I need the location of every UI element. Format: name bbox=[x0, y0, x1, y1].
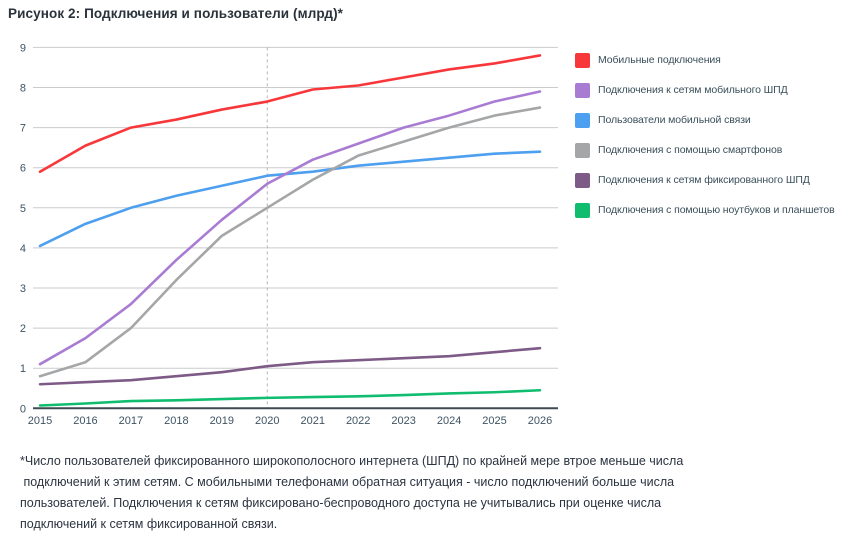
footnote: *Число пользователей фиксированного широ… bbox=[20, 451, 740, 535]
legend-swatch bbox=[575, 202, 590, 218]
legend-label: Подключения к сетям фиксированного ШПД bbox=[598, 174, 810, 186]
legend-item: Подключения с помощью ноутбуков и планше… bbox=[575, 195, 835, 225]
series-line-2 bbox=[38, 150, 542, 248]
legend-item: Подключения к сетям мобильного ШПД bbox=[575, 75, 835, 105]
legend-swatch bbox=[575, 82, 590, 98]
legend-label: Пользователи мобильной связи bbox=[598, 114, 751, 126]
legend-label: Подключения с помощью смартфонов bbox=[598, 144, 783, 156]
legend: Мобильные подключения Подключения к сетям… bbox=[575, 45, 835, 225]
chart-title: Рисунок 2: Подключения и пользователи (м… bbox=[8, 6, 344, 21]
series-line-5 bbox=[38, 388, 542, 407]
x-tick-label: 2017 bbox=[119, 415, 143, 427]
x-tick-label: 2021 bbox=[300, 415, 324, 427]
legend-item: Мобильные подключения bbox=[575, 45, 835, 75]
footnote-line: подключений к этим сетям. С мобильными т… bbox=[20, 475, 675, 489]
legend-label: Мобильные подключения bbox=[598, 54, 721, 66]
y-tick-label: 8 bbox=[20, 83, 26, 95]
x-tick-label: 2019 bbox=[210, 415, 234, 427]
legend-item: Пользователи мобильной связи bbox=[575, 105, 835, 135]
x-tick-label: 2025 bbox=[482, 415, 506, 427]
legend-swatch bbox=[575, 172, 590, 188]
y-tick-label: 2 bbox=[20, 323, 26, 335]
chart-area: 0 1 2 3 4 5 6 7 8 9 2015 2016 2017 2018 2019 2020 2021 20… bbox=[20, 42, 835, 427]
x-tick-label: 2024 bbox=[437, 415, 461, 427]
y-tick-label: 0 bbox=[20, 403, 26, 415]
y-tick-label: 3 bbox=[20, 283, 26, 295]
legend-label: Подключения с помощью ноутбуков и планше… bbox=[598, 204, 835, 216]
x-tick-label: 2015 bbox=[28, 415, 52, 427]
x-tick-label: 2023 bbox=[391, 415, 415, 427]
series-line-1 bbox=[38, 90, 542, 366]
legend-label: Подключения к сетям мобильного ШПД bbox=[598, 84, 788, 96]
footnote-line: пользователей. Подключения к сетям фикси… bbox=[20, 496, 662, 510]
series-line-3 bbox=[38, 106, 542, 378]
y-tick-label: 9 bbox=[20, 42, 26, 54]
series-line-0 bbox=[38, 54, 542, 174]
series-line-4 bbox=[38, 346, 542, 386]
x-tick-label: 2018 bbox=[164, 415, 188, 427]
chart-svg: 0 1 2 3 4 5 6 7 8 9 2015 2016 2017 2018 2019 2020 2021 20… bbox=[20, 42, 558, 427]
x-tick-label: 2022 bbox=[346, 415, 370, 427]
y-tick-label: 6 bbox=[20, 163, 26, 175]
legend-swatch bbox=[575, 112, 590, 128]
y-tick-label: 4 bbox=[20, 243, 26, 255]
y-tick-label: 1 bbox=[20, 363, 26, 375]
legend-item: Подключения с помощью смартфонов bbox=[575, 135, 835, 165]
legend-swatch bbox=[575, 142, 590, 158]
y-tick-label: 5 bbox=[20, 203, 26, 215]
x-tick-label: 2026 bbox=[528, 415, 552, 427]
footnote-line: подключений к сетям фиксированной связи. bbox=[20, 517, 278, 531]
legend-swatch bbox=[575, 52, 590, 68]
legend-item: Подключения к сетям фиксированного ШПД bbox=[575, 165, 835, 195]
x-tick-label: 2016 bbox=[73, 415, 97, 427]
y-tick-label: 7 bbox=[20, 123, 26, 135]
footnote-line: *Число пользователей фиксированного широ… bbox=[20, 454, 684, 468]
x-tick-label: 2020 bbox=[255, 415, 279, 427]
